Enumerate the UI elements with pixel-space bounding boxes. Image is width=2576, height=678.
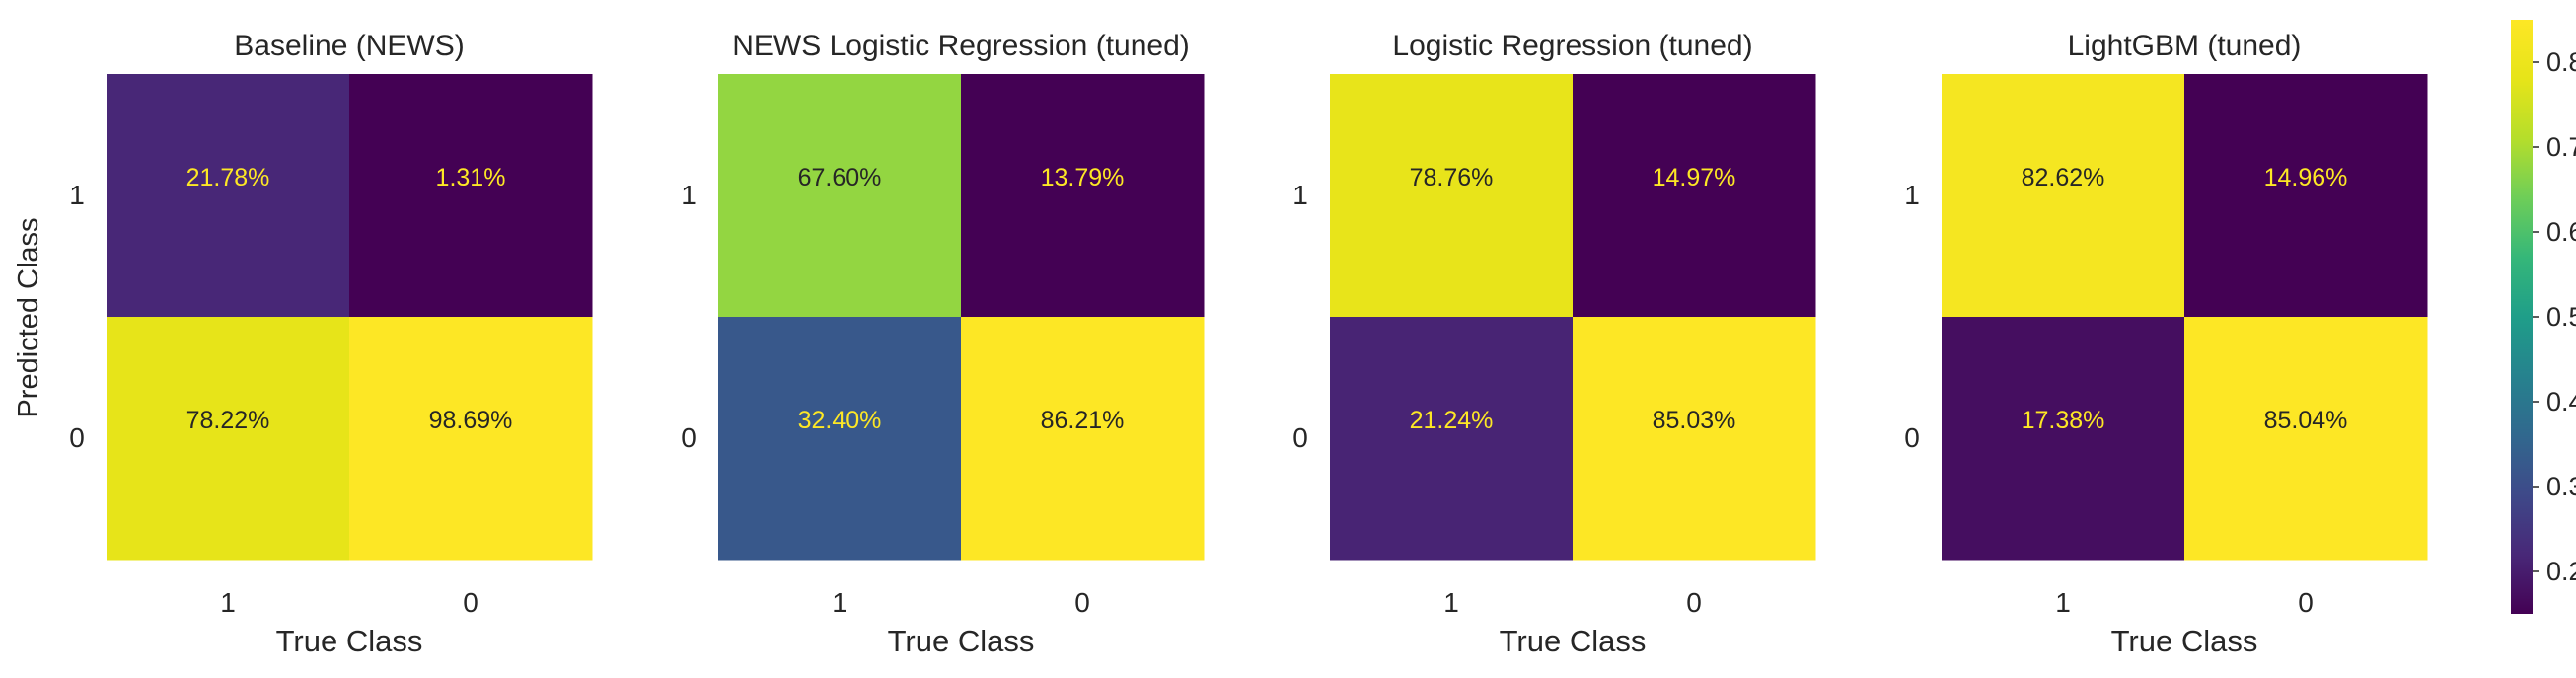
- x-axis-label: True Class: [2111, 624, 2258, 658]
- panel-title: LightGBM (tuned): [2068, 30, 2302, 62]
- y-tick-label: 0: [1292, 422, 1308, 453]
- cell-value-label: 13.79%: [1041, 164, 1125, 191]
- x-tick-label: 0: [1686, 587, 1702, 618]
- y-tick-label: 1: [1292, 180, 1308, 210]
- cell-value-label: 67.60%: [798, 164, 882, 191]
- cell-value-label: 17.38%: [2022, 407, 2105, 434]
- confusion-matrix-panel: NEWS Logistic Regression (tuned)67.60% 13…: [681, 30, 1205, 658]
- cell-value-label: 21.24%: [1410, 407, 1494, 434]
- heatmap-cell: [2184, 317, 2428, 561]
- heatmap-cell: [107, 74, 350, 318]
- cell-value-label: 1.31%: [436, 164, 506, 191]
- colorbar-tick-label: 0.5: [2546, 302, 2576, 332]
- y-tick-label: 0: [69, 422, 85, 453]
- x-tick-label: 0: [1074, 587, 1090, 618]
- x-axis-label: True Class: [1500, 624, 1647, 658]
- heatmap-cell: [1573, 317, 1816, 561]
- x-tick-label: 1: [832, 587, 847, 618]
- heatmap-cell: [718, 74, 962, 318]
- cell-value-label: 14.97%: [1653, 164, 1736, 191]
- heatmap-cell: [961, 317, 1205, 561]
- cell-value-label: 78.76%: [1410, 164, 1494, 191]
- confusion-matrix-panel: Logistic Regression (tuned) 78.76% 14.97% 2…: [1292, 30, 1816, 658]
- cell-value-label: 14.96%: [2264, 164, 2348, 191]
- heatmap-cell: [349, 317, 593, 561]
- colorbar-gradient: [2511, 20, 2533, 614]
- x-tick-label: 1: [2055, 587, 2071, 618]
- y-tick-label: 1: [69, 180, 85, 210]
- cell-value-label: 82.62%: [2022, 164, 2105, 191]
- heatmap-cell: [349, 74, 593, 318]
- y-tick-label: 1: [681, 180, 697, 210]
- cell-value-label: 78.22%: [186, 407, 270, 434]
- panel-title: Baseline (NEWS): [234, 30, 464, 62]
- cell-value-label: 85.04%: [2264, 407, 2348, 434]
- heatmap-cell: [718, 317, 962, 561]
- panel-title: NEWS Logistic Regression (tuned): [732, 30, 1190, 62]
- y-tick-label: 1: [1904, 180, 1920, 210]
- heatmap-cell: [961, 74, 1205, 318]
- x-tick-label: 0: [2298, 587, 2314, 618]
- heatmap-cell: [1330, 317, 1574, 561]
- x-tick-label: 1: [1443, 587, 1459, 618]
- heatmap-cell: [1942, 317, 2185, 561]
- colorbar-tick-label: 0.4: [2546, 387, 2576, 416]
- y-tick-label: 0: [681, 422, 697, 453]
- cell-value-label: 98.69%: [429, 407, 513, 434]
- confusion-matrix-panel: Baseline (NEWS) 21.78% 1.31% 78.22% 98.69% 1 0…: [69, 30, 593, 658]
- y-axis-label: Predicted Class: [13, 217, 44, 417]
- x-tick-label: 1: [220, 587, 236, 618]
- colorbar-tick-label: 0.7: [2546, 132, 2576, 162]
- cell-value-label: 86.21%: [1041, 407, 1125, 434]
- colorbar-tick-label: 0.8: [2546, 47, 2576, 77]
- y-tick-label: 0: [1904, 422, 1920, 453]
- heatmap-cell: [1942, 74, 2185, 318]
- heatmap-cell: [107, 317, 350, 561]
- x-axis-label: True Class: [276, 624, 423, 658]
- heatmap-cell: [1573, 74, 1816, 318]
- heatmap-cell: [2184, 74, 2428, 318]
- cell-value-label: 21.78%: [186, 164, 270, 191]
- x-tick-label: 0: [463, 587, 478, 618]
- confusion-matrix-panel: LightGBM (tuned) 82.62% 14.96% 17.38% 85.04%…: [1904, 30, 2428, 658]
- cell-value-label: 85.03%: [1653, 407, 1736, 434]
- x-axis-label: True Class: [888, 624, 1035, 658]
- heatmap-cell: [1330, 74, 1574, 318]
- cell-value-label: 32.40%: [798, 407, 882, 434]
- colorbar: 0.2 0.3 0.4 0.5 0.6 0.7 0.8: [2511, 20, 2576, 614]
- colorbar-tick-label: 0.6: [2546, 217, 2576, 247]
- colorbar-tick-label: 0.2: [2546, 557, 2576, 586]
- colorbar-tick-label: 0.3: [2546, 472, 2576, 501]
- panel-title: Logistic Regression (tuned): [1392, 30, 1752, 62]
